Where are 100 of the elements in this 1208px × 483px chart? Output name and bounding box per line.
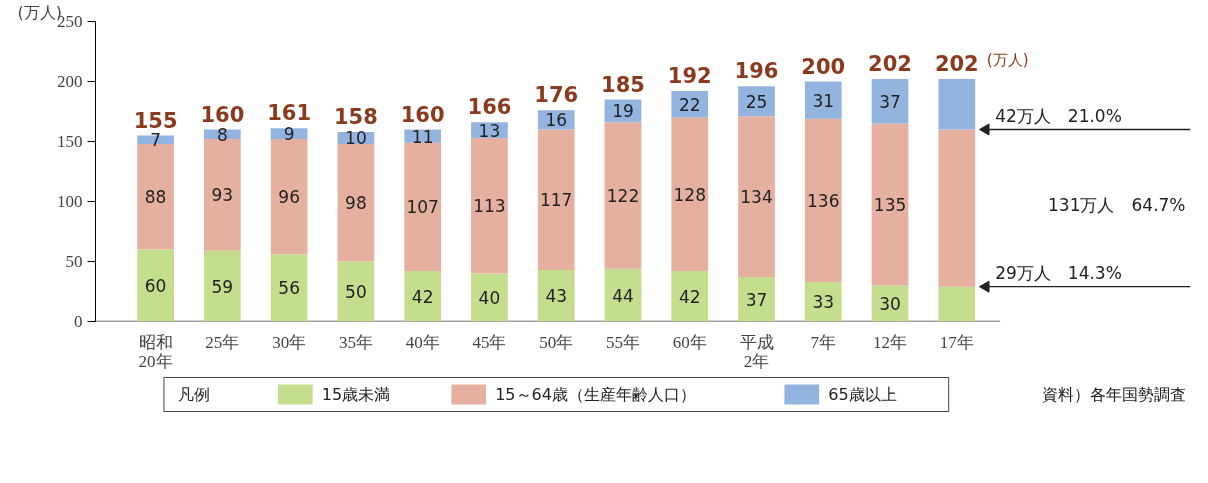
x-tick-label: 昭和 20年: [138, 332, 173, 371]
data-label: 59: [211, 276, 234, 297]
bar: [938, 129, 976, 287]
total-label: 202: [934, 52, 979, 77]
bar: [270, 139, 308, 255]
legend-title: 凡例: [177, 385, 210, 404]
total-label: 161: [267, 101, 312, 126]
y-tick-label: 50: [65, 252, 83, 271]
bar: [938, 79, 976, 130]
x-tick-label: 平成 2年: [739, 332, 774, 371]
data-label: 88: [144, 187, 167, 208]
text: 資料）各年国勢調査: [1041, 384, 1186, 404]
data-label: 93: [211, 185, 234, 206]
x-tick-label: 60年: [672, 332, 707, 352]
data-label: 25: [745, 91, 768, 112]
bar: [471, 273, 508, 322]
data-label: 11: [411, 126, 434, 147]
bar: [671, 117, 709, 272]
total-label: 176: [534, 83, 579, 108]
data-label: 44: [612, 285, 634, 306]
y-tick-label: 200: [57, 72, 83, 91]
data-label: 8: [216, 124, 228, 145]
bar: [537, 129, 575, 270]
data-label: 134: [740, 187, 773, 208]
data-label: 30: [879, 294, 901, 314]
x-tick-label: 7年: [810, 332, 837, 352]
data-label: 107: [406, 197, 439, 218]
bar: [738, 116, 775, 278]
total-label: 192: [667, 64, 712, 89]
x-tick-label: 25年: [205, 332, 240, 352]
bar: [604, 122, 642, 269]
data-label: 60: [144, 276, 167, 296]
data-label: 56: [278, 278, 300, 299]
y-tick-label: 0: [74, 312, 83, 331]
x-tick-label: 12年: [873, 332, 908, 352]
data-label: 98: [345, 193, 367, 214]
data-label: 122: [606, 186, 640, 206]
bar: [204, 250, 241, 322]
bar: [804, 118, 842, 282]
annotation: 42万人 21.0%: [995, 105, 1122, 126]
y-axis-title: (万人): [986, 51, 1029, 70]
bar: [471, 137, 508, 274]
data-label: 128: [673, 184, 706, 205]
data-label: 22: [678, 94, 701, 115]
total-label: 196: [734, 59, 779, 84]
data-label: 135: [873, 195, 907, 215]
data-label: 37: [745, 289, 768, 310]
x-tick-label: 50年: [539, 332, 574, 352]
total-label: 200: [801, 54, 846, 79]
bar: [404, 142, 442, 272]
data-label: 10: [345, 128, 367, 149]
data-label: 19: [612, 101, 634, 122]
data-label: 50: [345, 282, 367, 302]
bar: [537, 269, 575, 322]
data-label: 7: [150, 130, 162, 151]
bar: [738, 277, 775, 322]
data-label: 33: [812, 292, 835, 313]
x-tick-label: 55年: [605, 332, 640, 352]
data-label: 9: [283, 124, 295, 145]
bar: [871, 79, 909, 124]
bar: [671, 91, 709, 118]
data-label: 96: [278, 187, 300, 208]
data-label: 113: [473, 196, 506, 217]
x-tick-label: 30年: [272, 332, 307, 352]
bar: [270, 254, 308, 322]
data-label: 42: [678, 286, 701, 307]
legend-label: 65歳以上: [828, 385, 897, 404]
x-tick-label: 35年: [338, 332, 373, 352]
legend-label: 15～64歳（生産年齢人口）: [495, 385, 696, 404]
bar: [337, 261, 375, 322]
bar: [938, 286, 976, 322]
total-label: 160: [400, 102, 445, 127]
bar: [671, 271, 709, 322]
annotation: 29万人 14.3%: [995, 262, 1122, 283]
text: 131万人 64.7%: [1048, 194, 1186, 215]
total-label: 155: [133, 108, 178, 133]
total-label: 160: [200, 102, 245, 127]
data-label: 43: [545, 286, 568, 307]
total-label: 158: [333, 104, 378, 129]
y-tick-label: 150: [57, 132, 83, 151]
bar: [804, 281, 842, 322]
data-label: 37: [879, 91, 901, 112]
total-label: 166: [467, 95, 512, 120]
data-label: 16: [545, 110, 568, 131]
y-tick-label: 100: [57, 192, 83, 211]
bar: [204, 139, 241, 251]
bar: [871, 123, 909, 286]
x-tick-label: 17年: [939, 332, 974, 352]
bar: [337, 143, 375, 262]
total-label: 185: [601, 72, 645, 97]
x-tick-label: 45年: [472, 332, 507, 352]
bar: [804, 81, 842, 119]
data-label: 42: [411, 286, 434, 307]
total-label: 202: [868, 52, 912, 77]
x-tick-label: 40年: [405, 332, 440, 352]
data-label: 13: [478, 120, 501, 141]
data-label: 31: [812, 90, 835, 111]
legend-label: 15歳未満: [321, 385, 391, 404]
data-label: 117: [539, 190, 573, 211]
bar: [404, 271, 442, 322]
